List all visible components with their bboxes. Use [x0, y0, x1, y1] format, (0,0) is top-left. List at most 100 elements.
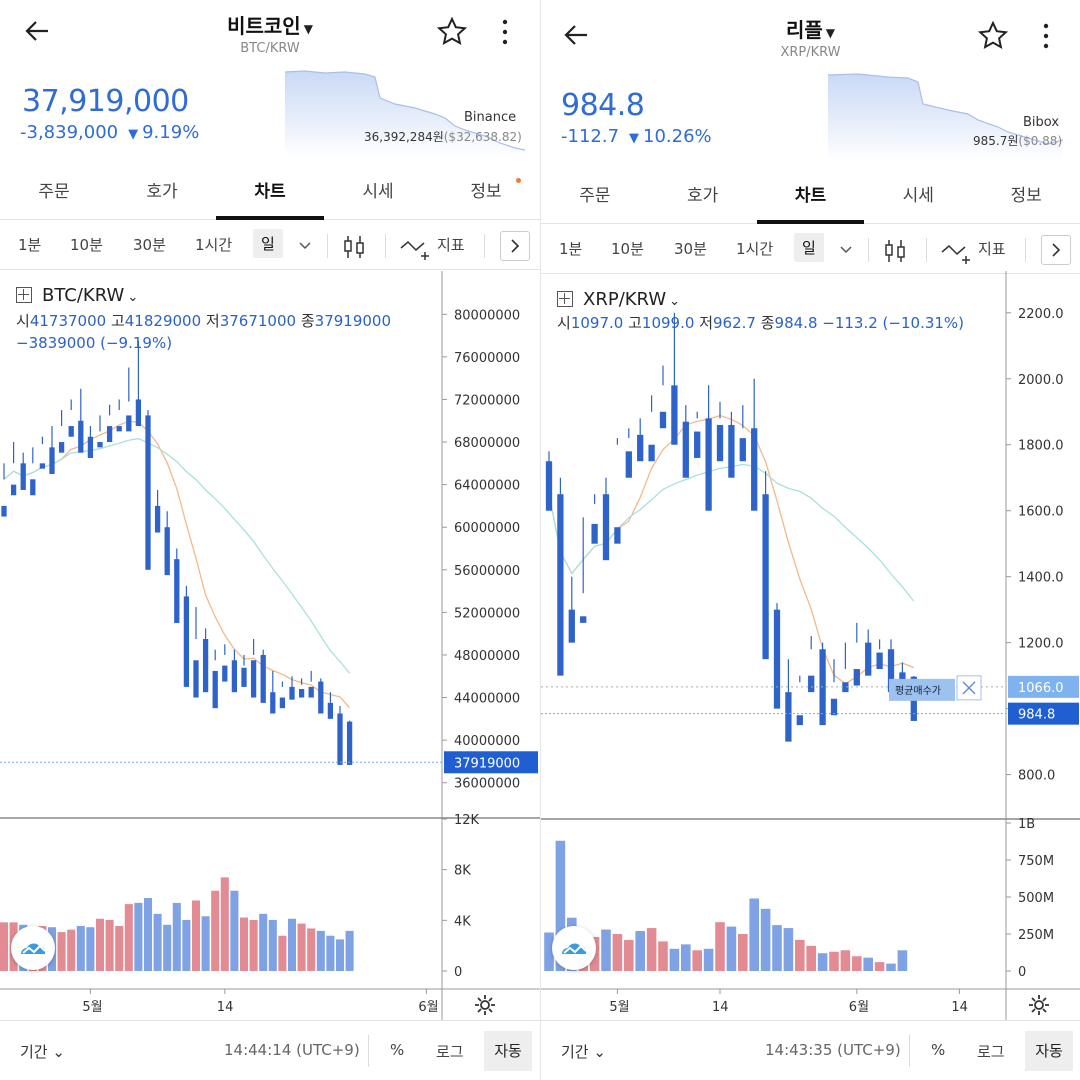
interval-chevron-icon[interactable]	[839, 244, 853, 256]
tab-quotes[interactable]: 시세	[902, 186, 934, 206]
volume-bar	[124, 904, 133, 971]
tab-info[interactable]: 정보	[432, 168, 540, 219]
cloud-logo-icon	[21, 943, 46, 954]
candle-body	[762, 494, 769, 660]
tab-bar: 주문 호가 차트 시세 정보	[541, 172, 1080, 224]
interval-day[interactable]: 일	[253, 229, 283, 258]
candle-body	[865, 642, 872, 676]
star-icon[interactable]	[977, 20, 1009, 52]
interval-10m[interactable]: 10분	[611, 240, 644, 258]
coin-title[interactable]: 비트코인	[227, 14, 301, 38]
percent-scale-button[interactable]: %	[931, 1041, 946, 1059]
period-selector[interactable]: 기간 ⌄	[20, 1041, 65, 1062]
indicator-label[interactable]: 지표	[437, 236, 465, 254]
volume-bar	[806, 945, 816, 971]
coin-title[interactable]: 리플	[785, 18, 823, 42]
expand-box-icon[interactable]	[557, 291, 573, 307]
volume-bar	[669, 948, 680, 971]
price-tick-label: 1400.0	[1018, 571, 1064, 586]
volume-bar	[95, 918, 105, 971]
log-scale-button[interactable]: 로그	[436, 1043, 464, 1061]
chevron-right-icon	[1052, 243, 1061, 257]
volume-tick-label: 500M	[1018, 891, 1054, 906]
tab-order[interactable]: 주문	[579, 186, 611, 206]
back-arrow-icon[interactable]	[561, 20, 591, 50]
interval-day[interactable]: 일	[794, 233, 824, 262]
interval-1h[interactable]: 1시간	[195, 236, 233, 254]
tab-order[interactable]: 주문	[38, 182, 70, 202]
tab-quotes[interactable]: 시세	[362, 182, 394, 202]
period-selector[interactable]: 기간 ⌄	[561, 1041, 606, 1062]
interval-30m[interactable]: 30분	[133, 236, 166, 254]
candle-body	[222, 665, 228, 682]
volume-bar	[703, 948, 714, 971]
interval-10m[interactable]: 10분	[70, 236, 103, 254]
toolbar-next-button[interactable]	[500, 231, 530, 261]
last-price-tag	[1008, 702, 1079, 725]
candle-body	[212, 670, 218, 709]
more-options-icon[interactable]	[498, 16, 512, 48]
candle-body	[58, 442, 65, 453]
price-tick-label: 1200.0	[1018, 637, 1064, 652]
candle-body	[716, 424, 724, 462]
chart-symbol[interactable]: BTC/KRW ⌄	[16, 285, 138, 306]
volume-bar	[268, 919, 277, 971]
indicator-label[interactable]: 지표	[978, 240, 1006, 258]
tab-orderbook[interactable]: 호가	[687, 186, 719, 206]
interval-1m[interactable]: 1분	[559, 240, 583, 258]
new-dot-icon	[516, 178, 521, 183]
logo-badge	[11, 926, 55, 970]
close-label: 종	[300, 312, 315, 330]
candle-type-icon[interactable]	[342, 234, 366, 260]
ma-slow-line	[3, 437, 351, 674]
caret-down-icon[interactable]: ▼	[825, 26, 836, 40]
auto-scale-button[interactable]: 자동	[484, 1031, 532, 1071]
interval-1m[interactable]: 1분	[18, 236, 42, 254]
volume-bar	[658, 941, 668, 971]
tab-chart[interactable]: 차트	[216, 168, 324, 220]
back-arrow-icon[interactable]	[22, 16, 52, 46]
volume-bar	[738, 934, 748, 971]
price-tick-label: 52000000	[454, 606, 520, 621]
volume-bar	[345, 930, 354, 971]
interval-chevron-icon[interactable]	[298, 240, 312, 252]
percent-scale-button[interactable]: %	[390, 1041, 405, 1059]
candle-body	[49, 447, 55, 474]
star-icon[interactable]	[436, 16, 468, 48]
chevron-down-icon: ⌄	[127, 290, 139, 305]
interval-1h[interactable]: 1시간	[736, 240, 774, 258]
expand-box-icon[interactable]	[16, 287, 32, 303]
exchange-name: Bibox	[1023, 115, 1060, 130]
tab-chart[interactable]: 차트	[756, 172, 865, 224]
log-scale-button[interactable]: 로그	[977, 1043, 1005, 1061]
settings-gear-icon[interactable]	[1027, 993, 1051, 1017]
indicator-icon[interactable]	[940, 238, 974, 264]
price-tick-label: 36000000	[454, 777, 520, 792]
volume-tick-label: 0	[454, 965, 462, 980]
chart-symbol[interactable]: XRP/KRW ⌄	[557, 289, 680, 310]
auto-scale-button[interactable]: 자동	[1025, 1031, 1073, 1071]
toolbar-next-button[interactable]	[1041, 235, 1071, 265]
candle-body	[773, 609, 781, 709]
more-options-icon[interactable]	[1039, 20, 1053, 52]
change-amount: -112.7	[561, 126, 620, 147]
caret-down-icon[interactable]: ▼	[303, 22, 313, 36]
exchange-sparkline[interactable]	[828, 72, 1063, 162]
candle-body	[20, 463, 26, 490]
candle-body	[545, 461, 553, 511]
candle-body	[346, 721, 353, 765]
volume-bar	[829, 951, 839, 971]
volume-bar	[726, 926, 737, 971]
time-tick-label: 6월	[418, 1000, 438, 1015]
exchange-sparkline[interactable]	[285, 68, 525, 158]
candle-type-icon[interactable]	[883, 238, 907, 264]
price-chart[interactable]: 80000000 76000000 72000000 68000000 64000000…	[0, 271, 540, 1020]
price-chart[interactable]: 2200.02000.01800.01600.01400.01200.01000…	[541, 271, 1080, 1020]
candle-body	[97, 442, 103, 448]
volume-bar	[749, 898, 759, 971]
tab-orderbook[interactable]: 호가	[146, 182, 178, 202]
indicator-icon[interactable]	[399, 234, 433, 260]
tab-info[interactable]: 정보	[1010, 186, 1042, 206]
settings-gear-icon[interactable]	[473, 993, 497, 1017]
interval-30m[interactable]: 30분	[674, 240, 707, 258]
